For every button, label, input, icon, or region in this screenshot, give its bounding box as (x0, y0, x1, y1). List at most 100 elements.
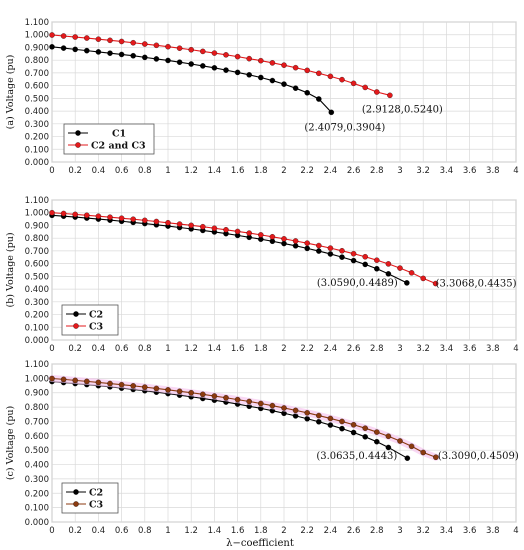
data-point (328, 109, 335, 116)
x-tick-label: 2.8 (370, 344, 384, 354)
y-tick-label: 1.100 (25, 360, 49, 370)
data-point (234, 396, 241, 403)
data-point (304, 410, 310, 416)
data-point (223, 395, 229, 401)
data-point (142, 384, 148, 390)
data-point (362, 434, 368, 440)
data-point (72, 377, 78, 384)
x-tick-label: 0.2 (68, 166, 82, 176)
data-point (107, 50, 113, 56)
data-point (339, 248, 345, 254)
data-point (84, 35, 90, 41)
legend-label: C2 and C3 (91, 141, 146, 152)
x-tick-label: 3 (397, 526, 402, 536)
data-point (200, 63, 206, 69)
x-tick-label: 3.8 (486, 526, 500, 536)
x-tick-label: 0.6 (115, 344, 129, 354)
data-point (142, 54, 148, 61)
y-tick-label: 0.300 (25, 120, 49, 130)
x-tick-label: 2.8 (370, 166, 384, 176)
data-point (60, 45, 67, 51)
data-point (397, 265, 403, 271)
legend-marker (73, 323, 79, 329)
series-line (51, 212, 436, 285)
data-point (246, 55, 252, 62)
data-point (350, 257, 357, 264)
data-label: (3.3090,0.4509) (438, 451, 519, 462)
data-point (95, 49, 102, 55)
x-tick-label: 2 (281, 166, 286, 176)
y-tick-label: 0.000 (25, 158, 49, 168)
data-point (234, 53, 241, 60)
x-tick-label: 1.2 (184, 166, 198, 176)
data-point (153, 218, 160, 225)
data-point (420, 275, 426, 282)
data-point (397, 438, 403, 444)
data-point (153, 42, 160, 49)
data-point (72, 211, 78, 218)
data-point (339, 76, 345, 83)
y-tick-label: 0.800 (25, 56, 49, 66)
y-tick-label: 0.100 (25, 323, 49, 333)
data-point (327, 251, 334, 257)
series-line (51, 377, 437, 458)
x-tick-label: 0.2 (68, 526, 82, 536)
data-point (49, 209, 55, 216)
data-point (211, 65, 218, 71)
data-point (327, 422, 334, 428)
legend-label: C3 (89, 322, 103, 333)
x-tick-label: 3.4 (440, 344, 454, 354)
data-point (404, 455, 411, 461)
data-point (258, 74, 264, 81)
data-point (49, 44, 55, 50)
data-point (350, 80, 357, 87)
y-tick-label: 0.500 (25, 94, 49, 104)
x-tick-label: 0 (49, 344, 54, 354)
data-point (374, 257, 380, 263)
data-point (404, 280, 410, 286)
y-tick-label: 0.100 (25, 504, 49, 514)
y-tick-label: 0.600 (25, 260, 49, 270)
data-point (350, 250, 357, 257)
x-tick-label: 3 (397, 344, 402, 354)
data-point (176, 45, 183, 51)
data-point (281, 81, 287, 87)
chart-panel-1: 0.000 0.100 0.200 0.300 0.400 0.500 0.600 0.700… (5, 18, 519, 176)
data-point (374, 265, 380, 272)
x-tick-label: 0.6 (115, 166, 129, 176)
data-point (118, 381, 125, 388)
y-tick-label: 0.300 (25, 298, 49, 308)
legend-marker (73, 489, 79, 495)
series-2 (48, 375, 440, 461)
x-tick-label: 3 (397, 166, 402, 176)
data-point (316, 70, 322, 77)
data-point (258, 232, 264, 238)
x-tick-label: 1.8 (254, 526, 268, 536)
x-tick-label: 0.6 (115, 526, 129, 536)
y-tick-label: 1.000 (25, 374, 49, 384)
data-point (304, 67, 310, 74)
x-tick-label: 3.2 (416, 344, 430, 354)
data-point (118, 215, 125, 221)
x-tick-label: 1.6 (231, 526, 245, 536)
data-point (49, 375, 55, 382)
data-point (84, 47, 90, 54)
data-point (292, 64, 299, 71)
data-point (316, 418, 322, 425)
data-point (304, 415, 310, 422)
x-tick-label: 1.2 (184, 344, 198, 354)
data-point (316, 248, 322, 254)
data-point (327, 73, 334, 80)
data-point (142, 217, 148, 224)
x-tick-label: 3.4 (440, 526, 454, 536)
data-label: (3.0590,0.4489) (317, 278, 398, 289)
data-point (60, 33, 67, 39)
data-point (200, 223, 206, 230)
data-point (118, 38, 125, 45)
data-point (153, 56, 160, 62)
data-point (84, 212, 90, 219)
y-tick-label: 0.200 (25, 311, 49, 321)
